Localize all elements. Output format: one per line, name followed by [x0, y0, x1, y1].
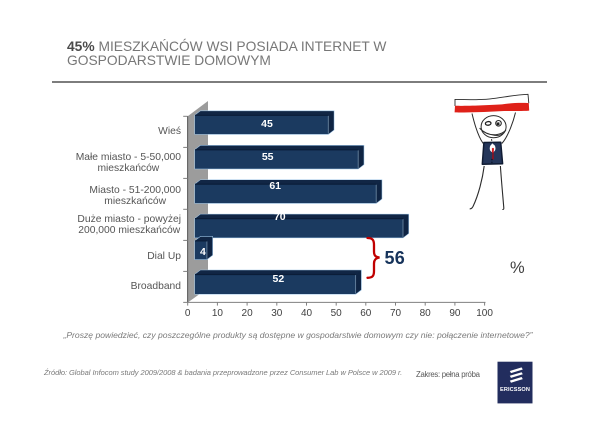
svg-text:ERICSSON: ERICSSON: [500, 387, 530, 393]
